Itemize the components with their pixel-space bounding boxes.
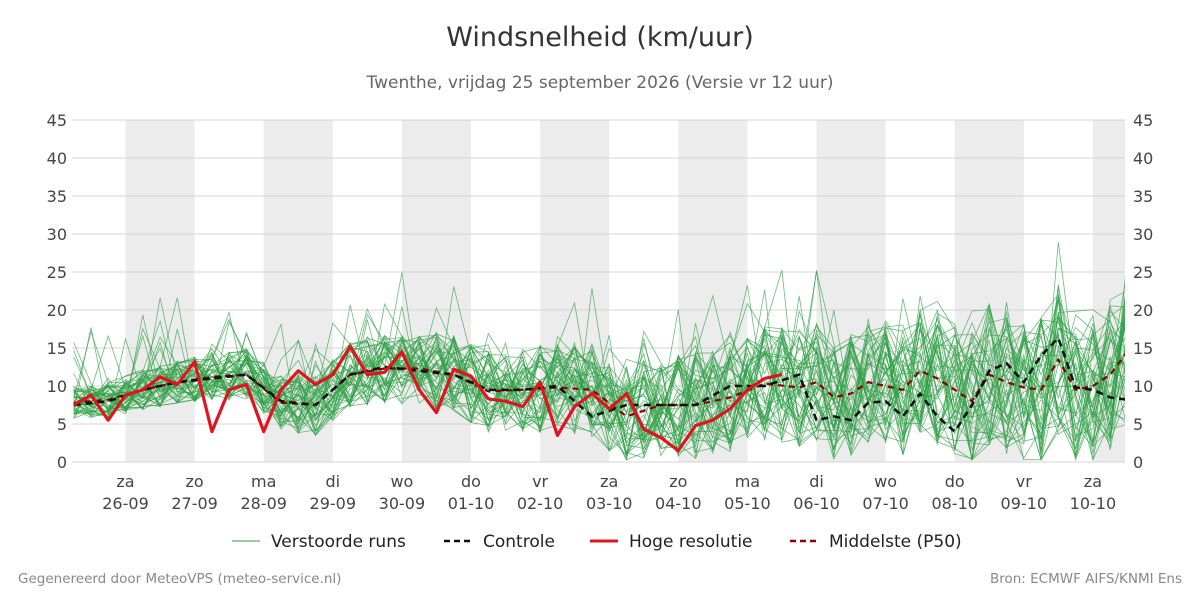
y-tick-label-left: 10 (47, 377, 67, 396)
x-tick-day-label: zo (669, 472, 687, 491)
y-tick-label-left: 30 (47, 225, 67, 244)
y-tick-label-right: 40 (1133, 149, 1153, 168)
x-tick-date-label: 10-10 (1070, 494, 1117, 513)
legend: Verstoorde runs Controle Hoge resolutie Mid… (232, 532, 962, 552)
x-tick-day-label: di (809, 472, 824, 491)
x-tick-date-label: 09-10 (1001, 494, 1048, 513)
y-tick-label-left: 15 (47, 339, 67, 358)
ensemble-member-line (73, 288, 1125, 455)
y-tick-label-left: 0 (57, 453, 67, 472)
chart-title: Windsnelheid (km/uur) (446, 22, 754, 53)
x-tick-day-label: vr (1016, 472, 1032, 491)
x-tick-day-label: za (116, 472, 134, 491)
x-tick-date-label: 05-10 (724, 494, 771, 513)
x-tick-date-label: 07-10 (862, 494, 909, 513)
x-tick-day-label: ma (735, 472, 760, 491)
ensemble-member-line (73, 275, 1125, 454)
y-tick-label-left: 35 (47, 187, 67, 206)
x-tick-day-label: do (945, 472, 965, 491)
legend-label: Middelste (P50) (829, 532, 962, 552)
x-tick-date-label: 06-10 (793, 494, 840, 513)
footer-generator-credit: Gegenereerd door MeteoVPS (meteo-service… (18, 571, 342, 587)
y-tick-label-left: 20 (47, 301, 67, 320)
y-tick-label-left: 5 (57, 415, 67, 434)
y-tick-label-left: 25 (47, 263, 67, 282)
ensemble-member-line (73, 308, 1125, 461)
legend-label: Controle (483, 532, 555, 552)
x-tick-day-label: zo (186, 472, 204, 491)
ensemble-member-line (73, 293, 1125, 460)
ensemble-member-line (73, 300, 1125, 448)
legend-label: Verstoorde runs (271, 532, 406, 552)
day-band (125, 120, 195, 462)
y-tick-label-left: 40 (47, 149, 67, 168)
x-tick-date-label: 28-09 (240, 494, 287, 513)
y-tick-label-right: 15 (1133, 339, 1153, 358)
x-tick-date-label: 01-10 (448, 494, 495, 513)
x-tick-day-label: ma (251, 472, 276, 491)
chart-subtitle: Twenthe, vrijdag 25 september 2026 (Vers… (366, 73, 834, 93)
x-tick-day-label: za (1084, 472, 1102, 491)
x-tick-day-label: di (325, 472, 340, 491)
y-tick-label-right: 30 (1133, 225, 1153, 244)
y-tick-label-right: 35 (1133, 187, 1153, 206)
y-tick-label-right: 25 (1133, 263, 1153, 282)
x-tick-date-label: 02-10 (517, 494, 564, 513)
x-tick-day-label: wo (874, 472, 897, 491)
x-tick-date-label: 08-10 (931, 494, 978, 513)
x-tick-date-label: 26-09 (102, 494, 149, 513)
y-tick-label-right: 10 (1133, 377, 1153, 396)
ensemble-member-line (73, 314, 1125, 455)
x-tick-day-label: vr (532, 472, 548, 491)
series-line-controle (73, 336, 1125, 433)
y-tick-label-right: 5 (1133, 415, 1143, 434)
x-tick-date-label: 04-10 (655, 494, 702, 513)
x-tick-day-label: za (600, 472, 618, 491)
ensemble-member-line (73, 306, 1125, 444)
x-tick-date-label: 27-09 (171, 494, 218, 513)
y-tick-label-left: 45 (47, 111, 67, 130)
x-tick-day-label: do (461, 472, 481, 491)
y-tick-label-right: 0 (1133, 453, 1143, 472)
x-tick-date-label: 30-09 (379, 494, 426, 513)
ensemble-member-line (73, 289, 1125, 451)
footer-source-credit: Bron: ECMWF AIFS/KNMI Ens (989, 571, 1182, 587)
x-tick-date-label: 03-10 (586, 494, 633, 513)
y-tick-label-right: 45 (1133, 111, 1153, 130)
x-tick-date-label: 29-09 (310, 494, 357, 513)
x-tick-day-label: wo (390, 472, 413, 491)
series-line-hoge-resolutie (72, 344, 783, 453)
y-tick-label-right: 20 (1133, 301, 1153, 320)
legend-label: Hoge resolutie (629, 532, 753, 552)
